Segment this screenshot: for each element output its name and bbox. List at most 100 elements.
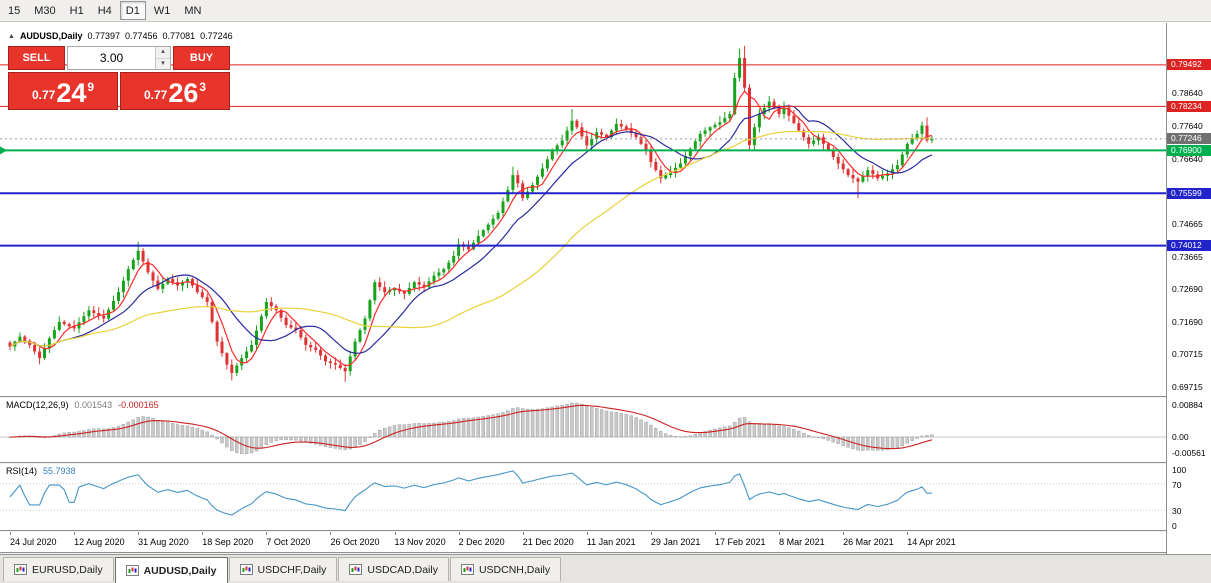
chart-tabs-bar: EURUSD,Daily AUDUSD,Daily USDCHF,Daily USDC… (0, 554, 1211, 583)
x-axis-label: 17 Feb 2021 (714, 537, 766, 547)
macd-scale-label: 0.00 (1172, 432, 1189, 442)
y-axis-tick: 0.70715 (1172, 349, 1203, 360)
macd-label: MACD(12,26,9) 0.001543 -0.000165 (6, 400, 159, 410)
y-axis-tick: 0.77640 (1172, 120, 1203, 131)
volume-input[interactable]: 3.00 ▴ ▾ (67, 46, 171, 70)
chart-icon (460, 564, 474, 575)
chart-window (0, 23, 1211, 554)
timeframe-button-H4[interactable]: H4 (97, 4, 112, 17)
x-axis-tick-mark (202, 532, 204, 535)
bid-big-digits: 24 (56, 78, 87, 108)
chart-tab-audusd-daily[interactable]: AUDUSD,Daily (114, 557, 228, 583)
tab-label: USDCHF,Daily (257, 563, 327, 576)
price-level-marker: 0.74012 (1167, 240, 1211, 252)
chart-tab-usdcad-daily[interactable]: USDCAD,Daily (338, 557, 449, 581)
tab-label: EURUSD,Daily (32, 563, 103, 576)
macd-histogram (8, 402, 934, 454)
x-axis-label: 13 Nov 2020 (394, 537, 446, 547)
x-axis-tick-mark (394, 532, 396, 535)
x-axis-label: 2 Dec 2020 (458, 537, 505, 547)
x-axis-label: 14 Apr 2021 (907, 537, 956, 547)
timeframe-button-MN[interactable]: MN (184, 4, 202, 17)
chart-tab-usdcnh-daily[interactable]: USDCNH,Daily (449, 557, 562, 581)
chart-tab-usdchf-daily[interactable]: USDCHF,Daily (228, 557, 338, 581)
one-click-trading-panel: SELL 3.00 ▴ ▾ BUY 0.77 24 9 0.77 26 3 (8, 46, 230, 110)
x-axis-label: 12 Aug 2020 (74, 537, 125, 547)
timeframe-button-W1[interactable]: W1 (153, 4, 171, 17)
x-axis-tick-mark (10, 532, 11, 535)
x-axis-tick-mark (586, 532, 588, 535)
bid-pip-digit: 9 (87, 80, 95, 94)
x-axis-tick-mark (843, 532, 845, 535)
y-axis-tick: 0.71690 (1172, 317, 1203, 328)
pane-separator[interactable] (0, 396, 1211, 398)
rsi-scale-label: 70 (1172, 479, 1182, 490)
sell-button[interactable]: SELL (8, 46, 65, 70)
y-axis-tick: 0.76640 (1172, 153, 1203, 164)
price-level-marker: 0.79492 (1167, 59, 1211, 71)
timeframe-button-H1[interactable]: H1 (69, 4, 84, 17)
trade-buttons-row: SELL 3.00 ▴ ▾ BUY (8, 46, 230, 70)
price-level-marker: 0.76900 (1167, 144, 1211, 156)
buy-button[interactable]: BUY (173, 46, 230, 70)
rsi-scale-label: 100 (1172, 465, 1187, 475)
x-axis-label: 8 Mar 2021 (779, 537, 825, 547)
timeframe-button-15[interactable]: 15 (8, 4, 21, 17)
x-axis-label: 26 Oct 2020 (330, 537, 380, 547)
chart-ohlc-header: ▲ AUDUSD,Daily 0.77397 0.77456 0.77081 0… (8, 31, 233, 41)
price-level-marker: 0.78234 (1167, 100, 1211, 112)
ask-price-display[interactable]: 0.77 26 3 (120, 72, 230, 110)
price-chart[interactable] (0, 30, 1166, 396)
x-axis-tick-mark (74, 532, 76, 535)
price-scale[interactable]: 0.78640 0.77640 0.76640 0.74665 0.73665 0.726… (1166, 23, 1211, 554)
symbol-marker-icon: ▲ (8, 32, 15, 40)
rsi-indicator-pane[interactable] (0, 464, 1166, 530)
rsi-label: RSI(14) 55.7938 (6, 466, 76, 476)
chart-icon (125, 565, 139, 576)
x-axis-tick-mark (266, 532, 268, 535)
tab-label: AUDUSD,Daily (143, 564, 217, 577)
bid-prefix: 0.77 (31, 88, 56, 102)
x-axis-tick-mark (779, 532, 781, 535)
timeframe-button-M30[interactable]: M30 (34, 4, 56, 17)
chart-tab-eurusd-daily[interactable]: EURUSD,Daily (3, 557, 114, 581)
x-axis-label: 18 Sep 2020 (202, 537, 254, 547)
ask-pip-digit: 3 (199, 80, 207, 94)
volume-value: 3.00 (99, 51, 124, 65)
timeframe-button-D1[interactable]: D1 (119, 1, 146, 20)
x-axis-tick-mark (907, 532, 909, 535)
chart-icon (349, 564, 363, 575)
ohlc-open: 0.77397 (87, 31, 120, 41)
bid-price-display[interactable]: 0.77 24 9 (8, 72, 118, 110)
chart-icon (14, 564, 27, 575)
pane-separator[interactable] (0, 462, 1211, 464)
rsi-value: 55.7938 (43, 466, 76, 476)
volume-spinner: ▴ ▾ (155, 47, 170, 69)
volume-up-button[interactable]: ▴ (156, 47, 170, 59)
price-level-marker: 0.77246 (1167, 133, 1211, 145)
ma-13-line (9, 105, 933, 354)
tab-label: USDCAD,Daily (367, 563, 438, 576)
x-axis-label: 26 Mar 2021 (843, 537, 894, 547)
x-axis-label: 24 Jul 2020 (10, 537, 57, 547)
rsi-name: RSI(14) (6, 466, 38, 476)
chart-symbol-title: AUDUSD,Daily (19, 31, 83, 41)
volume-down-button[interactable]: ▾ (156, 58, 170, 69)
ma-5-line (9, 90, 933, 367)
x-axis-label: 7 Oct 2020 (266, 537, 311, 547)
x-axis-tick-mark (330, 532, 332, 535)
timeframe-toolbar: 15 M30 H1 H4 D1 W1 MN (0, 0, 1211, 22)
x-axis-label: 21 Dec 2020 (522, 537, 574, 547)
x-axis-label: 31 Aug 2020 (138, 537, 189, 547)
macd-indicator-pane[interactable] (0, 398, 1166, 462)
macd-name: MACD(12,26,9) (6, 400, 69, 410)
y-axis-tick: 0.78640 (1172, 87, 1203, 98)
ask-prefix: 0.77 (143, 88, 168, 102)
macd-scale-label: -0.00561 (1172, 448, 1206, 458)
bid-ask-row: 0.77 24 9 0.77 26 3 (8, 72, 230, 110)
time-scale[interactable]: 24 Jul 2020 12 Aug 2020 31 Aug 2020 18 Sep … (0, 532, 1166, 552)
pane-separator[interactable] (0, 530, 1211, 532)
pane-separator (0, 552, 1211, 554)
ohlc-low: 0.77081 (162, 31, 196, 41)
